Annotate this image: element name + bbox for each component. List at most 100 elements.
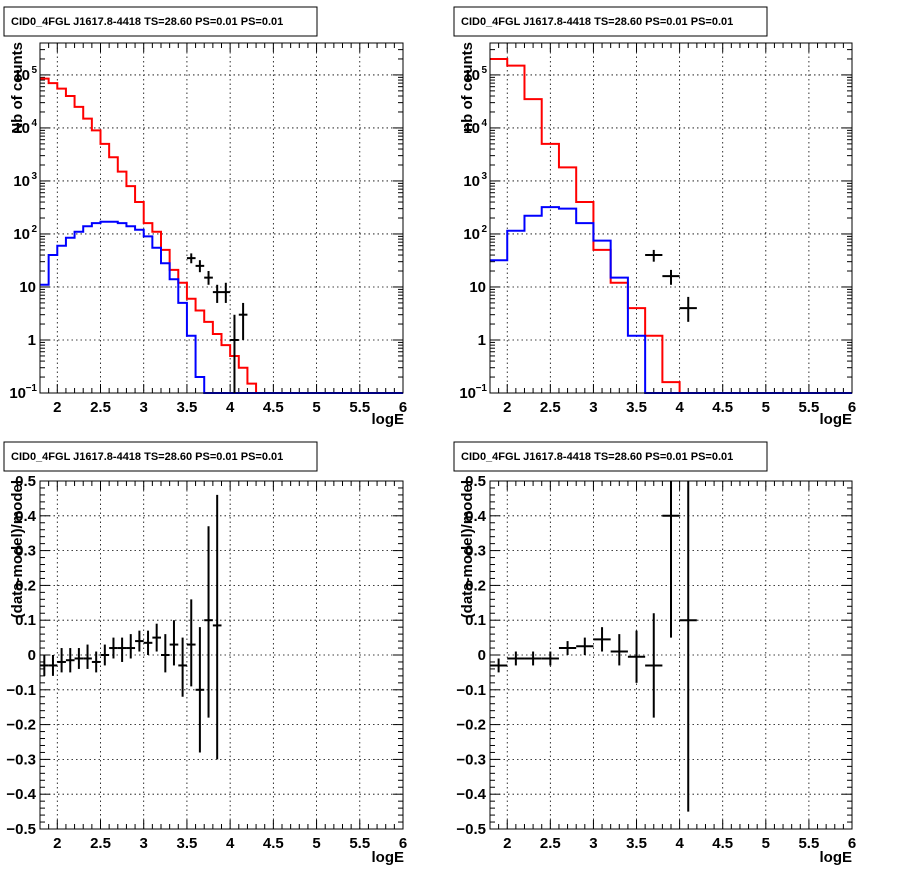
x-tick-label: 4.5 [712, 835, 733, 852]
x-tick-label: 6 [399, 835, 407, 852]
plot-frame [39, 480, 404, 830]
y-tick-label: −0.5 [456, 821, 486, 838]
y-axis-title: (data-model)/model [9, 480, 26, 618]
residual-plot: 2 2.5 3 3.5 4 4.5 5 5.5 6 −0.5 −0.4 −0.3 −0.2 −0.1 0 0.… [456, 473, 856, 852]
x-tick-label: 2 [503, 399, 511, 416]
y-tick-label: −0.3 [6, 751, 36, 768]
panel-title: CID0_4FGL J1617.8-4418 TS=28.60 PS=0.01 … [461, 16, 733, 28]
x-tick-label: 6 [848, 835, 856, 852]
x-tick-label: 5 [762, 835, 770, 852]
x-tick-label: 3 [140, 835, 148, 852]
y-tick-label: 10 [469, 279, 486, 296]
x-tick-label: 3.5 [626, 399, 647, 416]
x-tick-label: 5.5 [349, 399, 370, 416]
x-tick-label: 5 [762, 399, 770, 416]
y-tick-exponent: 2 [481, 224, 487, 235]
x-tick-label: 4.5 [712, 399, 733, 416]
x-tick-label: 2.5 [540, 835, 561, 852]
panel-title-box [453, 6, 768, 37]
x-tick-label: 4.5 [263, 399, 284, 416]
x-axis-title: logE [372, 849, 405, 866]
y-tick-label: 0.2 [15, 577, 36, 594]
y-tick-label: 1 [478, 332, 486, 349]
panel-top-right: CID0_4FGL J1617.8-4418 TS=28.60 PS=0.01 … [453, 6, 856, 428]
panel-title: CID0_4FGL J1617.8-4418 TS=28.60 PS=0.01 … [461, 451, 733, 463]
plot-frame [489, 480, 853, 830]
x-tick-label: 6 [399, 399, 407, 416]
y-tick-label: 10 [13, 120, 30, 137]
y-tick-label: 0.4 [15, 508, 37, 525]
y-tick-exponent: 3 [31, 171, 37, 182]
residual-plot: 2 2.5 3 3.5 4 4.5 5 5.5 6 −0.5 −0.4 −0.3 −0.2 −0.1 0 0.… [6, 473, 407, 852]
histogram-series [490, 57, 852, 394]
y-tick-label: 0.5 [465, 473, 486, 490]
x-tick-label: 2.5 [90, 835, 111, 852]
y-tick-label: −0.3 [456, 751, 486, 768]
x-axis-title: logE [372, 411, 405, 428]
x-axis-title: logE [820, 849, 853, 866]
histogram-series [40, 220, 403, 394]
y-tick-exponent: 4 [481, 118, 487, 129]
y-tick-label: 10 [463, 173, 480, 190]
x-tick-label: 3.5 [626, 835, 647, 852]
y-tick-label: 0.4 [465, 508, 487, 525]
y-tick-label: −0.1 [6, 682, 36, 699]
y-tick-label: 0.1 [465, 612, 486, 629]
x-tick-label: 2 [53, 835, 61, 852]
y-tick-exponent: 3 [481, 171, 487, 182]
x-tick-label: 3 [589, 835, 597, 852]
x-tick-label: 4.5 [263, 835, 284, 852]
y-tick-label: 0 [478, 647, 486, 664]
x-tick-label: 2.5 [540, 399, 561, 416]
y-tick-label: 1 [28, 332, 36, 349]
y-tick-label: −0.5 [6, 821, 36, 838]
plot-frame [489, 42, 853, 394]
panel-title-box [3, 441, 318, 472]
y-tick-label: −0.1 [456, 682, 486, 699]
y-axis-title: (data-model)/model [459, 480, 476, 618]
y-tick-label: 0 [28, 647, 36, 664]
y-tick-label: 10 [13, 226, 30, 243]
y-tick-exponent: −1 [476, 383, 488, 394]
x-tick-label: 3 [140, 399, 148, 416]
y-tick-label: 10 [13, 173, 30, 190]
y-tick-label: 0.1 [15, 612, 36, 629]
histogram-series [40, 77, 265, 394]
x-tick-label: 4 [226, 399, 235, 416]
panel-title: CID0_4FGL J1617.8-4418 TS=28.60 PS=0.01 … [11, 451, 283, 463]
y-tick-label: 0.3 [465, 543, 486, 560]
y-tick-label: 0.3 [15, 543, 36, 560]
panel-bottom-right: CID0_4FGL J1617.8-4418 TS=28.60 PS=0.01 … [453, 441, 856, 866]
y-tick-exponent: −1 [26, 383, 38, 394]
x-tick-label: 5 [312, 835, 320, 852]
histogram-series [490, 206, 852, 394]
x-tick-label: 4 [675, 399, 684, 416]
x-tick-label: 5.5 [349, 835, 370, 852]
y-tick-exponent: 5 [31, 65, 37, 76]
y-tick-label: 10 [463, 120, 480, 137]
y-tick-exponent: 2 [31, 224, 37, 235]
panel-top-left: CID0_4FGL J1617.8-4418 TS=28.60 PS=0.01 … [3, 6, 407, 428]
x-tick-label: 5.5 [798, 399, 819, 416]
x-tick-label: 3.5 [176, 399, 197, 416]
x-tick-label: 3.5 [176, 835, 197, 852]
x-tick-label: 2 [53, 399, 61, 416]
panel-title-box [3, 6, 318, 37]
panel-title: CID0_4FGL J1617.8-4418 TS=28.60 PS=0.01 … [11, 16, 283, 28]
x-tick-label: 4 [226, 835, 235, 852]
y-tick-label: −0.2 [6, 717, 36, 734]
x-tick-label: 2.5 [90, 399, 111, 416]
y-tick-label: 10 [13, 67, 30, 84]
x-tick-label: 5 [312, 399, 320, 416]
y-tick-exponent: 5 [481, 65, 487, 76]
plot-frame [39, 42, 404, 394]
x-tick-label: 6 [848, 399, 856, 416]
y-tick-label: 0.2 [465, 577, 486, 594]
y-tick-label: 10 [9, 385, 26, 402]
x-tick-label: 4 [675, 835, 684, 852]
y-tick-label: 0.5 [15, 473, 36, 490]
x-tick-label: 5.5 [798, 835, 819, 852]
